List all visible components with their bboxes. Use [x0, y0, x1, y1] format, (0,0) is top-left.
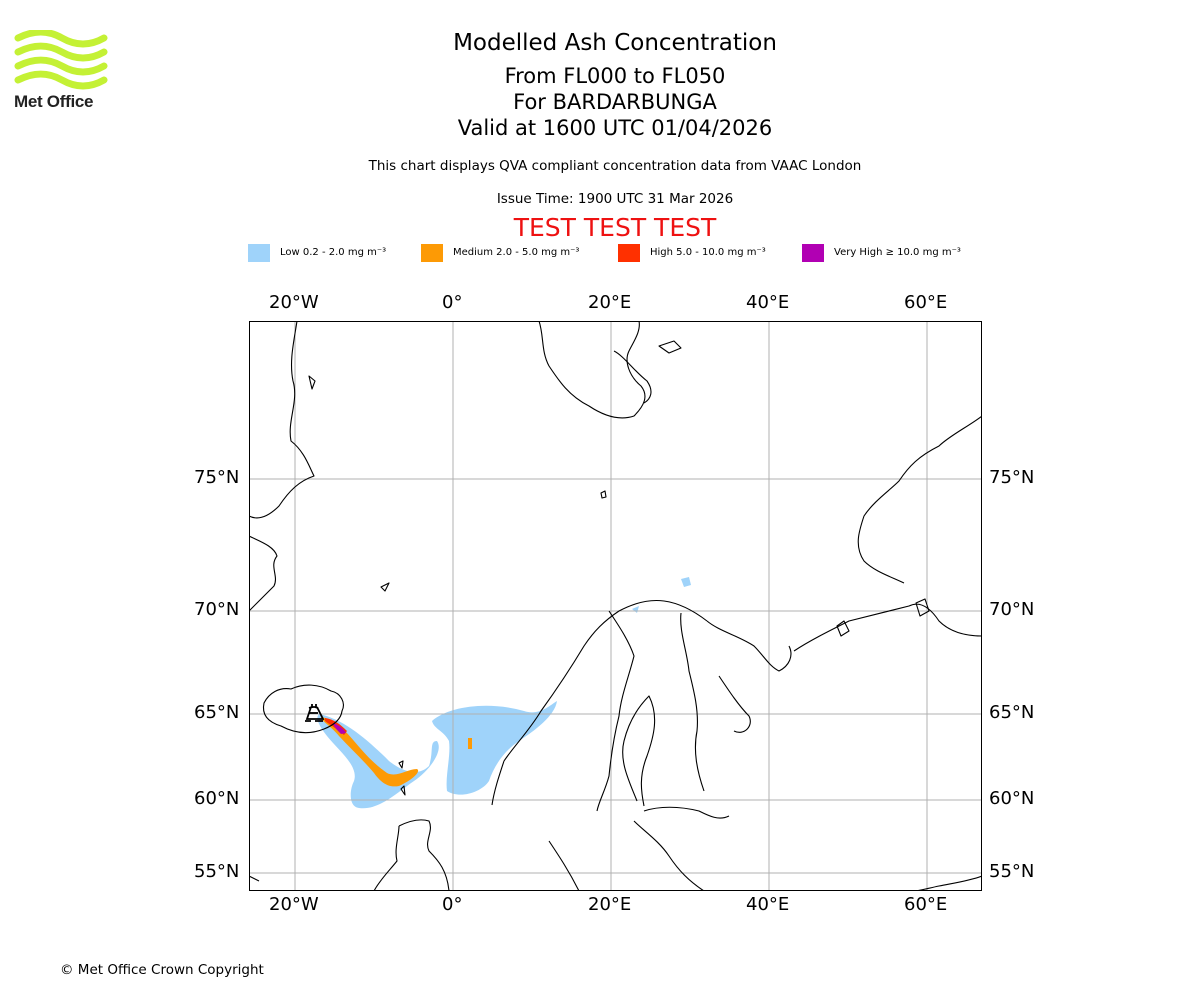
legend-label-medium: Medium 2.0 - 5.0 mg m⁻³ [453, 247, 580, 258]
lon-label-bottom-20w: 20°W [269, 894, 319, 915]
ash-low-area [317, 577, 691, 809]
legend-label-very-high: Very High ≥ 10.0 mg m⁻³ [834, 247, 961, 258]
ash-very-high-area [333, 723, 346, 734]
legend-swatch-very-high [802, 244, 824, 262]
map-frame [249, 321, 982, 891]
lat-label-right-60n: 60°N [989, 788, 1035, 809]
legend-swatch-low [248, 244, 270, 262]
legend-swatch-high [618, 244, 640, 262]
lon-label-top-0: 0° [442, 292, 463, 313]
lon-label-top-20w: 20°W [269, 292, 319, 313]
lat-label-left-60n: 60°N [194, 788, 240, 809]
lat-label-right-55n: 55°N [989, 861, 1035, 882]
legend-label-high: High 5.0 - 10.0 mg m⁻³ [650, 247, 766, 258]
lat-label-left-65n: 65°N [194, 702, 240, 723]
lat-label-left-70n: 70°N [194, 599, 240, 620]
lon-label-top-60e: 60°E [904, 292, 948, 313]
volcano-name: For BARDARBUNGA [513, 90, 717, 114]
ash-map [249, 321, 982, 891]
issue-time: Issue Time: 1900 UTC 31 Mar 2026 [496, 191, 734, 207]
lat-label-right-70n: 70°N [989, 599, 1035, 620]
coastlines [249, 321, 982, 891]
legend-label-low: Low 0.2 - 2.0 mg m⁻³ [280, 247, 387, 258]
test-banner: TEST TEST TEST [513, 213, 717, 242]
legend-swatch-medium [421, 244, 443, 262]
valid-time: Valid at 1600 UTC 01/04/2026 [457, 116, 773, 140]
logo-text: Met Office [14, 92, 94, 111]
lon-label-bottom-60e: 60°E [904, 894, 948, 915]
copyright-notice: © Met Office Crown Copyright [60, 962, 264, 978]
lat-label-left-55n: 55°N [194, 861, 240, 882]
met-office-logo: Met Office [14, 28, 108, 112]
lon-label-bottom-40e: 40°E [746, 894, 790, 915]
ash-medium-area [321, 717, 419, 787]
chart-title: Modelled Ash Concentration [453, 30, 777, 56]
lon-label-bottom-20e: 20°E [588, 894, 632, 915]
lon-label-top-20e: 20°E [588, 292, 632, 313]
flight-level-range: From FL000 to FL050 [504, 64, 726, 88]
chart-description: This chart displays QVA compliant concen… [368, 158, 862, 174]
lon-label-top-40e: 40°E [746, 292, 790, 313]
lat-label-right-75n: 75°N [989, 467, 1035, 488]
ash-medium-spot [468, 738, 472, 749]
met-office-waves-icon [14, 28, 108, 90]
lon-label-bottom-0: 0° [442, 894, 463, 915]
lat-label-left-75n: 75°N [194, 467, 240, 488]
lat-label-right-65n: 65°N [989, 702, 1035, 723]
volcano-icon [305, 704, 325, 722]
